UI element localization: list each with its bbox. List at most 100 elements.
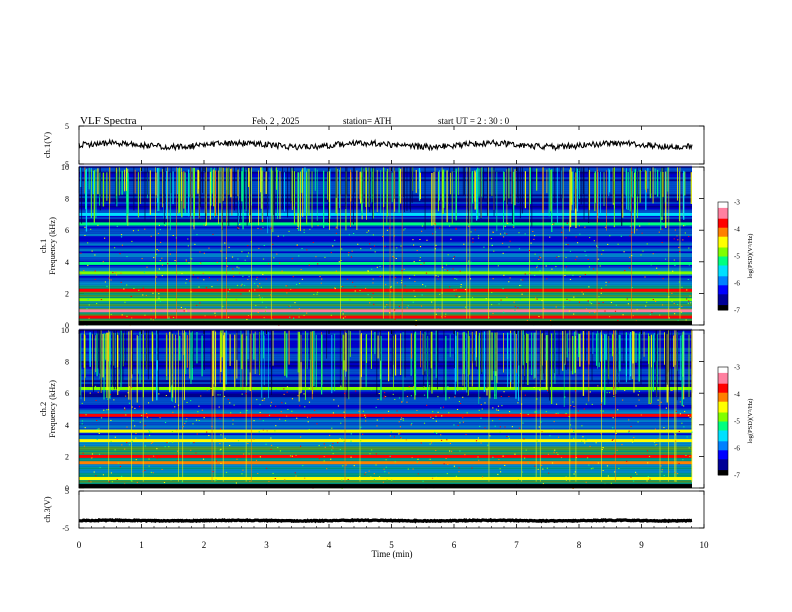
speckle [158, 293, 160, 295]
speckle [174, 260, 176, 262]
colorbar-swatch [718, 419, 728, 422]
colorbar-tick-label: -7 [734, 472, 740, 480]
speckle [150, 471, 152, 473]
speckle [155, 316, 157, 318]
speckle [298, 316, 300, 318]
speckle [477, 456, 479, 458]
speckle [364, 414, 366, 416]
speckle [415, 324, 417, 326]
speckle [448, 397, 450, 399]
noise-row [79, 442, 692, 445]
speckle [421, 230, 423, 232]
speckle [579, 233, 581, 235]
speckle [238, 227, 240, 229]
speckle [653, 441, 656, 443]
noise-row [79, 258, 692, 261]
colorbar-swatch [718, 202, 728, 205]
y-tick-label: -5 [62, 524, 69, 533]
speckle [646, 450, 649, 452]
noise-row [79, 378, 692, 381]
speckle [263, 244, 265, 246]
speckle [529, 272, 531, 274]
speckle [148, 434, 151, 436]
colorbar-label: log(PSD)(V²/Hz) [747, 234, 754, 279]
speckle [220, 462, 222, 464]
frequency-band [79, 315, 692, 319]
colorbar-swatch [718, 290, 728, 293]
speckle [384, 245, 386, 247]
speckle [232, 419, 234, 421]
noise-row [79, 273, 692, 277]
speckle [464, 454, 466, 456]
colorbar-swatch [718, 370, 728, 373]
y-tick-label: 4 [65, 258, 69, 267]
speckle [219, 418, 221, 420]
speckle [475, 440, 478, 442]
noise-row [79, 451, 692, 455]
speckle [265, 278, 267, 280]
speckle [268, 480, 270, 482]
speckle [400, 418, 402, 420]
colorbar-swatch [718, 374, 728, 377]
speckle [508, 435, 510, 437]
noise-row [79, 349, 692, 352]
speckle [536, 267, 538, 269]
speckle [439, 227, 441, 229]
speckle [155, 253, 157, 255]
speckle [202, 272, 204, 274]
speckle [679, 401, 681, 403]
speckle [640, 414, 642, 416]
frequency-band [79, 288, 692, 292]
speckle [229, 402, 231, 404]
speckle [552, 429, 554, 431]
speckle [455, 228, 457, 230]
frequency-band [79, 461, 692, 465]
speckle [527, 298, 529, 300]
speckle [685, 298, 688, 300]
speckle [584, 274, 586, 276]
colorbar-swatch [718, 422, 728, 426]
speckle [329, 445, 331, 447]
speckle [687, 415, 690, 417]
colorbar-swatch [718, 275, 728, 279]
speckle [441, 292, 443, 294]
speckle [306, 416, 309, 418]
speckle [342, 438, 344, 440]
y-tick-label: 5 [65, 122, 69, 131]
speckle [689, 455, 691, 457]
speckle [394, 398, 396, 400]
noise-row [79, 370, 692, 373]
speckle [638, 399, 640, 401]
colorbar-swatch [718, 225, 728, 228]
speckle [631, 287, 633, 289]
speckle [683, 225, 685, 227]
speckle [259, 418, 261, 420]
speckle [347, 254, 350, 256]
speckle [161, 264, 164, 266]
speckle [382, 481, 384, 483]
speckle [470, 231, 472, 233]
speckle [546, 467, 548, 469]
speckle [125, 395, 127, 397]
speckle [255, 305, 257, 307]
speckle [614, 471, 616, 473]
speckle [330, 458, 332, 460]
colorbar-swatch [718, 257, 728, 261]
speckle [618, 461, 620, 463]
speckle [523, 457, 526, 459]
speckle [190, 291, 192, 293]
speckle [166, 442, 168, 444]
speckle [278, 262, 281, 264]
speckle [671, 300, 673, 302]
y-tick-label: 10 [61, 163, 69, 172]
speckle [144, 469, 146, 471]
colorbar-swatch [718, 292, 728, 295]
speckle [649, 314, 651, 316]
speckle [375, 453, 377, 455]
y-tick-label: 0 [65, 321, 69, 330]
colorbar-swatch [718, 241, 728, 244]
speckle [386, 479, 388, 481]
speckle [666, 291, 668, 293]
colorbar-swatch [718, 379, 728, 382]
speckle [498, 459, 500, 461]
